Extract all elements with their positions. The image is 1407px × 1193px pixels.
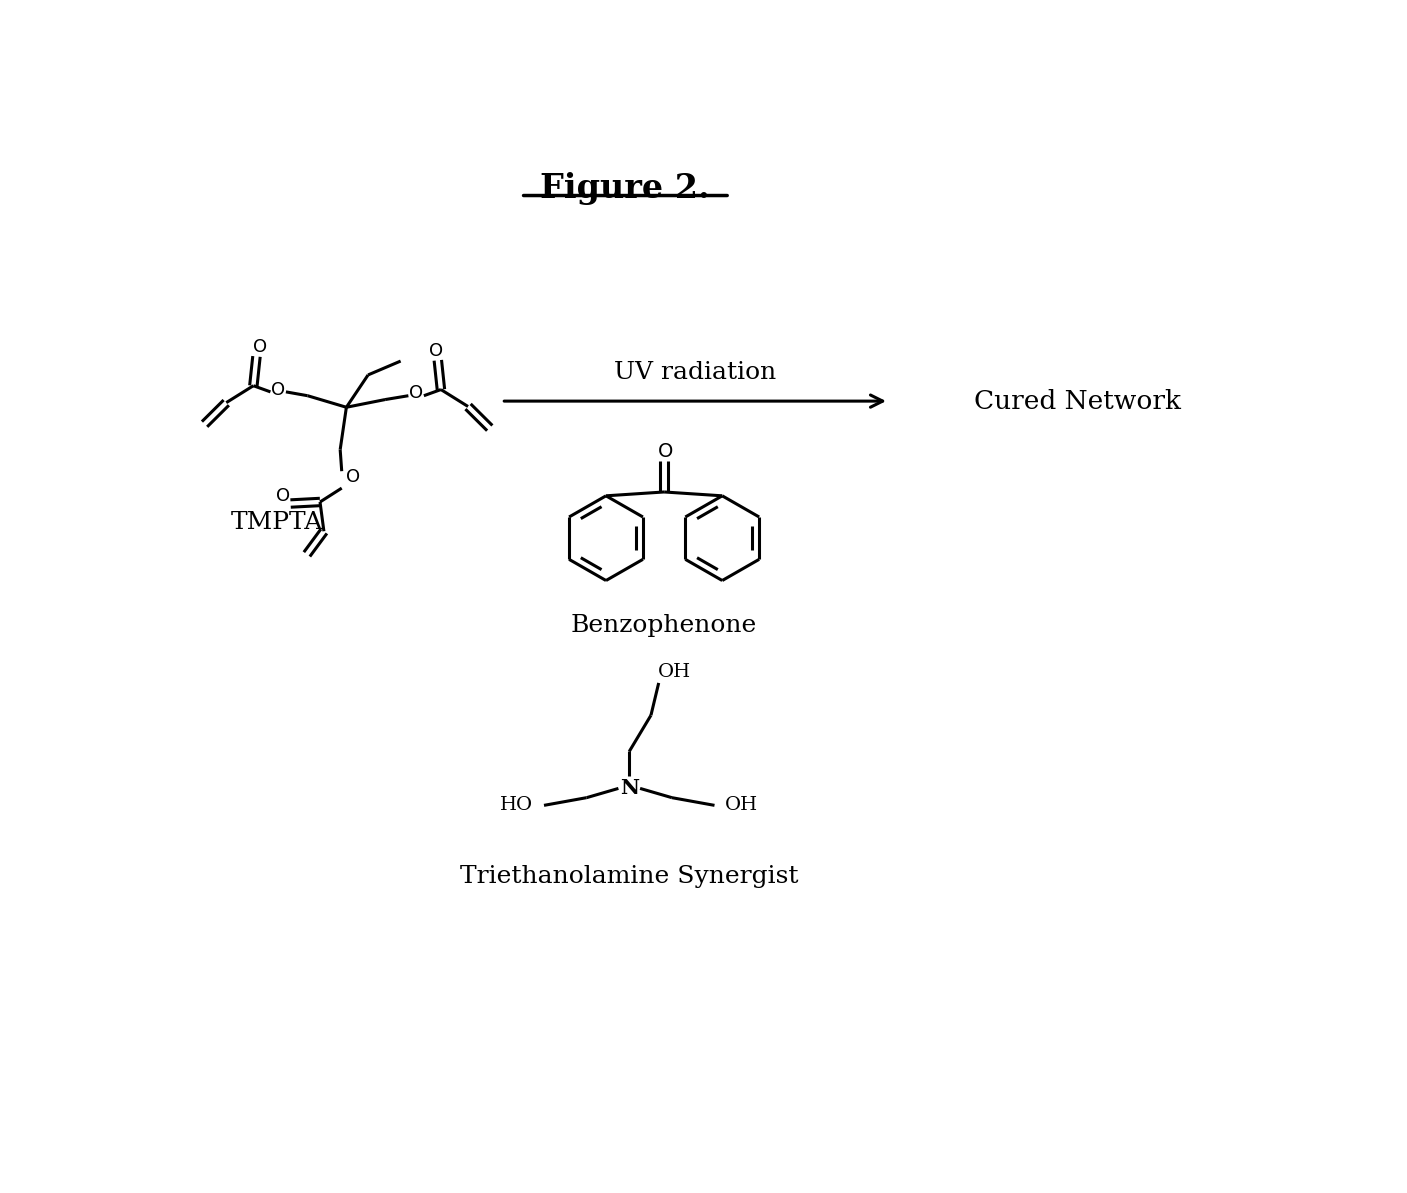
Text: Benzophenone: Benzophenone (571, 613, 757, 637)
Text: Cured Network: Cured Network (974, 389, 1180, 414)
Text: N: N (619, 778, 639, 798)
Text: HO: HO (501, 797, 533, 815)
Text: O: O (252, 338, 267, 357)
Text: O: O (276, 487, 290, 505)
Text: UV radiation: UV radiation (613, 361, 777, 384)
Text: O: O (272, 381, 286, 398)
Text: OH: OH (657, 663, 691, 681)
Text: O: O (409, 384, 424, 402)
Text: O: O (429, 342, 443, 360)
Text: TMPTA: TMPTA (231, 512, 322, 534)
Text: O: O (346, 468, 360, 486)
Text: Figure 2.: Figure 2. (540, 173, 711, 205)
Text: O: O (658, 441, 674, 460)
Text: OH: OH (725, 797, 758, 815)
Text: Triethanolamine Synergist: Triethanolamine Synergist (460, 865, 799, 889)
